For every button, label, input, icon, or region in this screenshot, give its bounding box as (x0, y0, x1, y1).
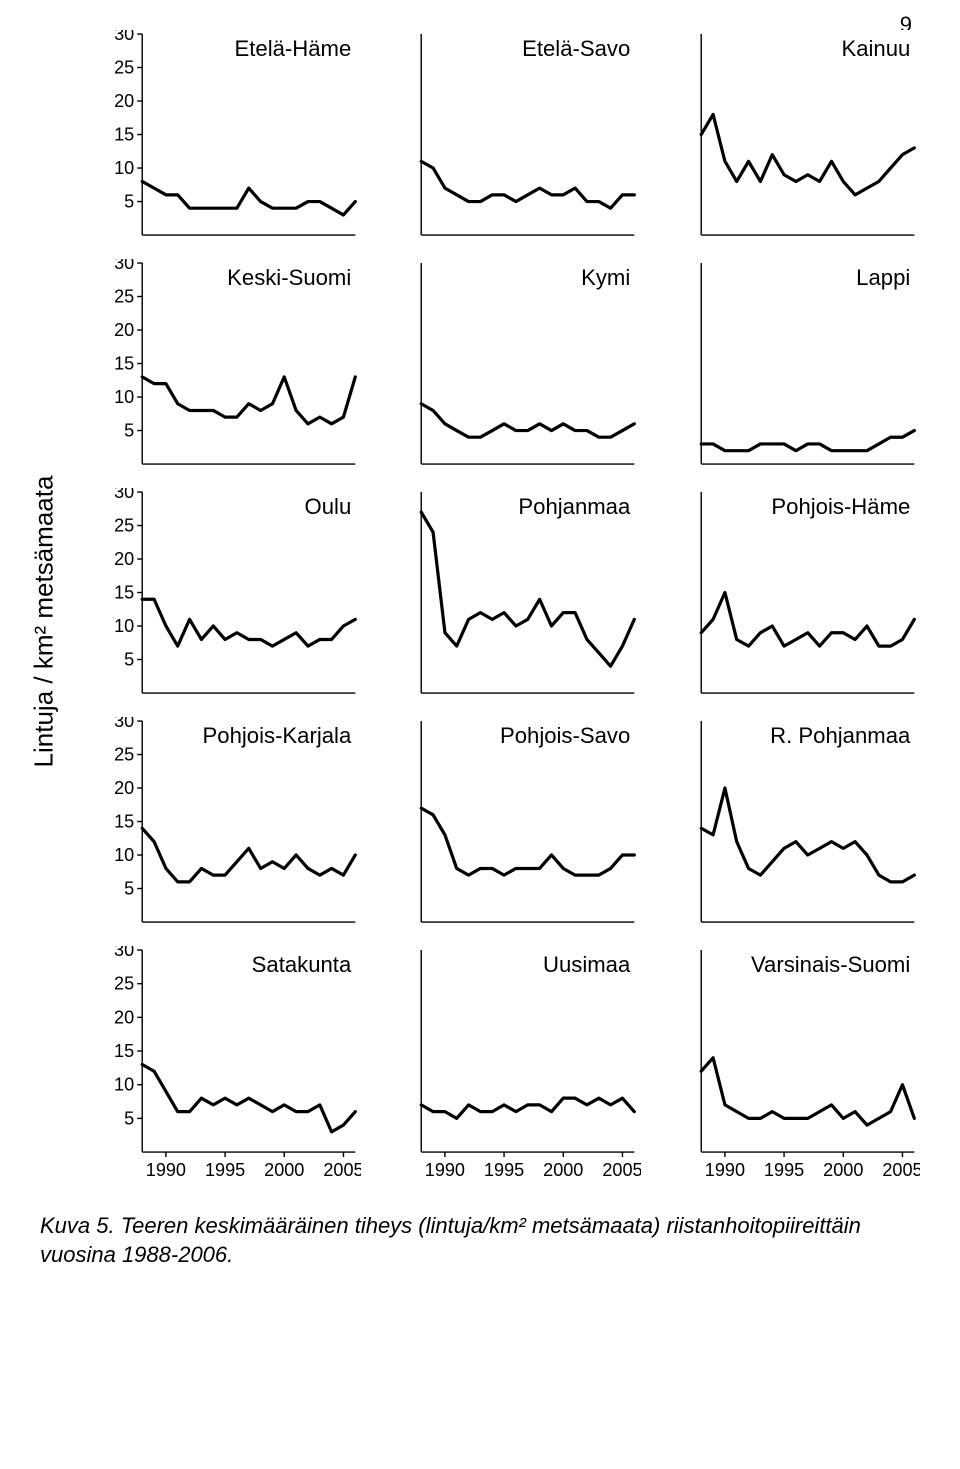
svg-text:25: 25 (114, 745, 134, 765)
svg-text:15: 15 (114, 1041, 134, 1061)
svg-text:5: 5 (124, 421, 134, 441)
panel-pohjois-h-me: Pohjois-Häme (659, 488, 920, 699)
panel-r-pohjanmaa: R. Pohjanmaa (659, 717, 920, 928)
svg-text:Etelä-Häme: Etelä-Häme (235, 36, 352, 61)
svg-text:30: 30 (114, 488, 134, 502)
svg-text:25: 25 (114, 58, 134, 78)
svg-text:20: 20 (114, 778, 134, 798)
svg-text:2000: 2000 (823, 1160, 863, 1180)
svg-text:15: 15 (114, 583, 134, 603)
svg-text:5: 5 (124, 879, 134, 899)
panel-pohjois-savo: Pohjois-Savo (379, 717, 640, 928)
svg-text:2005: 2005 (882, 1160, 920, 1180)
svg-text:5: 5 (124, 650, 134, 670)
svg-text:20: 20 (114, 1008, 134, 1028)
svg-text:1995: 1995 (205, 1160, 245, 1180)
svg-text:Keski-Suomi: Keski-Suomi (227, 265, 351, 290)
page: 9 Lintuja / km² metsämaata 51015202530Et… (0, 0, 960, 1332)
figure-caption: Kuva 5. Teeren keskimääräinen tiheys (li… (40, 1211, 920, 1270)
panel-pohjanmaa: Pohjanmaa (379, 488, 640, 699)
svg-text:10: 10 (114, 1075, 134, 1095)
svg-text:30: 30 (114, 717, 134, 731)
svg-text:Etelä-Savo: Etelä-Savo (522, 36, 630, 61)
small-multiples-grid: 5 10 15 20 25 30 Etelä-Häme Etelä-Savo Kainuu 5 10… (100, 30, 920, 1183)
y-axis-label: Lintuja / km² metsämaata (29, 476, 60, 768)
svg-text:Lappi: Lappi (856, 265, 910, 290)
svg-text:2005: 2005 (323, 1160, 361, 1180)
svg-text:10: 10 (114, 845, 134, 865)
svg-text:30: 30 (114, 946, 134, 960)
panel-oulu: 5 10 15 20 25 30 Oulu (100, 488, 361, 699)
svg-text:1995: 1995 (484, 1160, 524, 1180)
svg-text:10: 10 (114, 387, 134, 407)
svg-text:2005: 2005 (603, 1160, 641, 1180)
svg-text:2000: 2000 (264, 1160, 304, 1180)
panel-lappi: Lappi (659, 259, 920, 470)
panel-kainuu: Kainuu (659, 30, 920, 241)
svg-text:10: 10 (114, 616, 134, 636)
panel-keski-suomi: 5 10 15 20 25 30 Keski-Suomi (100, 259, 361, 470)
panel-etel-h-me: 5 10 15 20 25 30 Etelä-Häme (100, 30, 361, 241)
svg-text:1990: 1990 (704, 1160, 744, 1180)
svg-text:20: 20 (114, 549, 134, 569)
panel-satakunta: 5 10 15 20 25 30 1990 1995 2000 2005 Satakunta (100, 946, 361, 1182)
svg-text:Pohjois-Häme: Pohjois-Häme (771, 494, 910, 519)
svg-text:Satakunta: Satakunta (252, 952, 352, 977)
svg-text:5: 5 (124, 192, 134, 212)
svg-text:2000: 2000 (543, 1160, 583, 1180)
svg-text:15: 15 (114, 354, 134, 374)
panel-kymi: Kymi (379, 259, 640, 470)
svg-text:1990: 1990 (425, 1160, 465, 1180)
figure-area: Lintuja / km² metsämaata 51015202530Etel… (40, 30, 920, 1183)
svg-text:25: 25 (114, 974, 134, 994)
svg-text:20: 20 (114, 91, 134, 111)
panel-etel-savo: Etelä-Savo (379, 30, 640, 241)
svg-text:1990: 1990 (146, 1160, 186, 1180)
svg-text:Kainuu: Kainuu (841, 36, 910, 61)
svg-text:30: 30 (114, 30, 134, 44)
svg-text:25: 25 (114, 287, 134, 307)
svg-text:25: 25 (114, 516, 134, 536)
svg-text:1995: 1995 (764, 1160, 804, 1180)
svg-text:15: 15 (114, 125, 134, 145)
svg-text:R. Pohjanmaa: R. Pohjanmaa (770, 723, 911, 748)
panel-pohjois-karjala: 5 10 15 20 25 30 Pohjois-Karjala (100, 717, 361, 928)
svg-text:5: 5 (124, 1109, 134, 1129)
svg-text:Kymi: Kymi (581, 265, 630, 290)
panel-uusimaa: 1990 1995 2000 2005 Uusimaa (379, 946, 640, 1182)
svg-text:Pohjois-Karjala: Pohjois-Karjala (203, 723, 352, 748)
svg-text:Pohjanmaa: Pohjanmaa (519, 494, 632, 519)
svg-text:Oulu: Oulu (305, 494, 352, 519)
panel-varsinais-suomi: 1990 1995 2000 2005 Varsinais-Suomi (659, 946, 920, 1182)
svg-text:Pohjois-Savo: Pohjois-Savo (500, 723, 630, 748)
svg-text:20: 20 (114, 320, 134, 340)
svg-text:30: 30 (114, 259, 134, 273)
caption-body: Teeren keskimääräinen tiheys (lintuja/km… (40, 1213, 861, 1268)
svg-text:Uusimaa: Uusimaa (543, 952, 631, 977)
svg-text:15: 15 (114, 812, 134, 832)
svg-text:10: 10 (114, 158, 134, 178)
caption-prefix: Kuva 5. (40, 1213, 121, 1238)
svg-text:Varsinais-Suomi: Varsinais-Suomi (751, 952, 910, 977)
